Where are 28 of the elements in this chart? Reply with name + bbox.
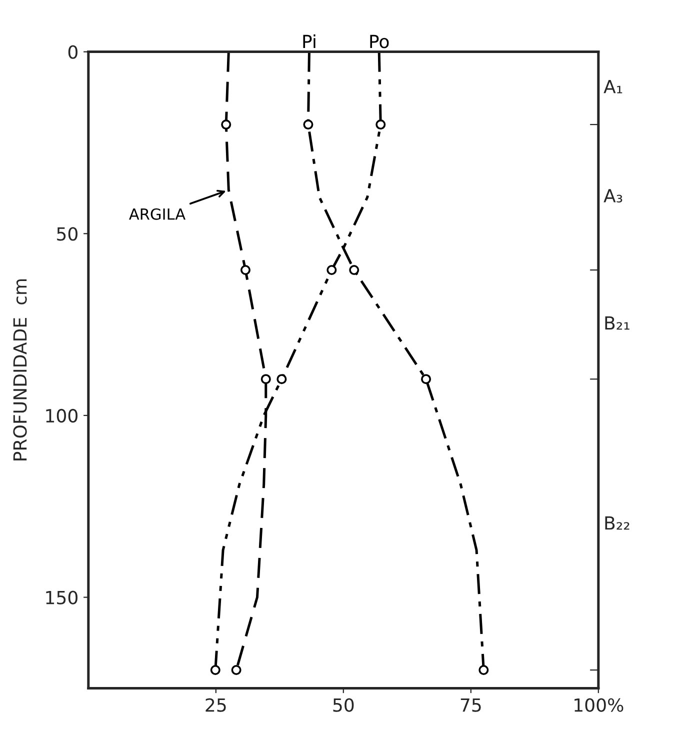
x-tick-label: 100% — [574, 698, 624, 712]
point — [221, 120, 232, 130]
text: A₁ — [604, 80, 622, 94]
y-axis-title: PROFUNDIDADE cm — [13, 279, 27, 460]
x-tick-label: 50 — [333, 698, 354, 712]
point — [276, 374, 287, 384]
text: B₂₂ — [605, 516, 630, 530]
point — [349, 264, 360, 276]
series-label: Pi — [303, 34, 316, 48]
point — [240, 264, 250, 276]
y-tick-label: 150 — [46, 590, 78, 604]
text: B₂₁ — [605, 316, 630, 330]
point — [326, 264, 337, 276]
point — [231, 665, 242, 676]
text: A₃ — [604, 189, 622, 202]
point — [478, 665, 489, 676]
point — [303, 120, 314, 130]
x-tick-label: 25 — [206, 698, 226, 712]
y-tick-label: 100 — [46, 408, 78, 423]
point — [421, 374, 432, 384]
series-label: Po — [370, 34, 389, 48]
text: ARGILA — [129, 208, 186, 220]
point — [210, 665, 220, 676]
x-tick-label: 75 — [460, 698, 481, 712]
point — [260, 374, 271, 384]
y-tick-label: 0 — [68, 45, 78, 59]
point — [376, 120, 386, 130]
y-tick-label: 50 — [57, 227, 78, 241]
